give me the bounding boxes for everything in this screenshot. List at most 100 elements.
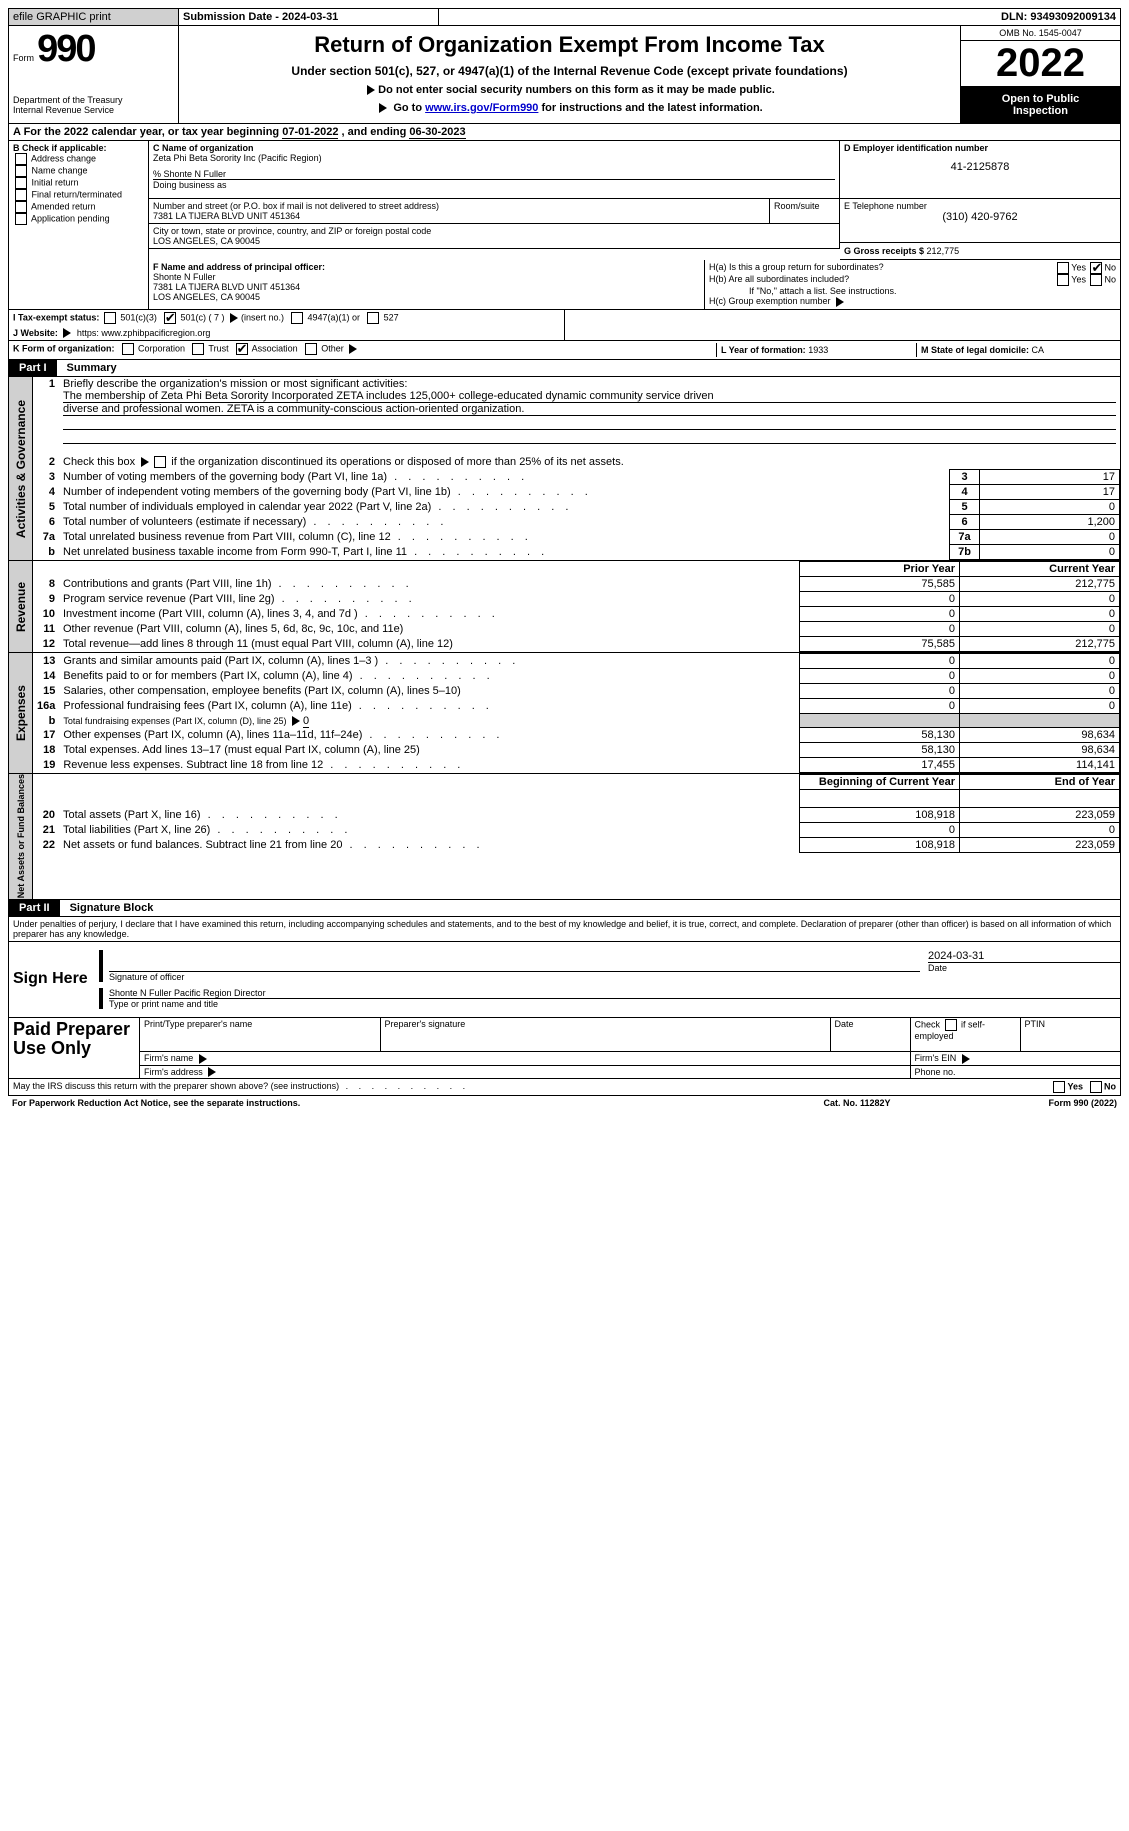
arrow-icon <box>63 328 71 338</box>
c19: 114,141 <box>960 758 1120 773</box>
cat-no: Cat. No. 11282Y <box>757 1098 957 1108</box>
arrow-icon <box>292 716 300 726</box>
box-g-label: G Gross receipts $ <box>844 246 927 256</box>
line18: Total expenses. Add lines 13–17 (must eq… <box>63 744 419 756</box>
website: https: www.zphibpacificregion.org <box>77 328 211 338</box>
chk-trust[interactable] <box>192 343 204 355</box>
hdr-boy: Beginning of Current Year <box>800 775 960 790</box>
chk-assoc[interactable] <box>236 343 248 355</box>
p9: 0 <box>800 592 960 607</box>
sidebar-expenses: Expenses <box>14 685 28 741</box>
c15: 0 <box>960 684 1120 699</box>
discuss: May the IRS discuss this return with the… <box>13 1081 339 1091</box>
part1-header: Part ISummary <box>8 360 1121 376</box>
line11: Other revenue (Part VIII, column (A), li… <box>63 623 403 635</box>
chk-corp[interactable] <box>122 343 134 355</box>
chk-application-pending[interactable] <box>15 213 27 225</box>
c13: 0 <box>960 654 1120 669</box>
chk-self-employed[interactable] <box>945 1019 957 1031</box>
irs-link[interactable]: www.irs.gov/Form990 <box>425 102 538 114</box>
chk-discuss-yes[interactable] <box>1053 1081 1065 1093</box>
line2-post: if the organization discontinued its ope… <box>168 456 624 468</box>
prep-c3: Date <box>830 1018 910 1052</box>
line7a: Total unrelated business revenue from Pa… <box>63 531 391 543</box>
chk-other[interactable] <box>305 343 317 355</box>
ha-yes: Yes <box>1071 262 1086 272</box>
dln-val: 93493092009134 <box>1030 11 1116 23</box>
sign-section: Sign Here Signature of officer 2024-03-3… <box>8 942 1121 1018</box>
preparer-label: Paid Preparer Use Only <box>9 1018 139 1079</box>
arrow-icon <box>962 1054 970 1064</box>
dept-line2: Internal Revenue Service <box>13 105 174 115</box>
chk-address-change[interactable] <box>15 153 27 165</box>
b22: 108,918 <box>800 838 960 853</box>
k-other: Other <box>321 344 344 354</box>
form-title: Return of Organization Exempt From Incom… <box>183 32 956 58</box>
hb-yes: Yes <box>1071 274 1086 284</box>
firm-addr-lbl: Firm's address <box>144 1067 205 1077</box>
chk-501c3[interactable] <box>104 312 116 324</box>
telephone: (310) 420-9762 <box>844 211 1116 223</box>
box-j-label: J Website: <box>13 328 60 338</box>
c9: 0 <box>960 592 1120 607</box>
pra-notice: For Paperwork Reduction Act Notice, see … <box>12 1098 757 1108</box>
tax-year: 2022 <box>961 41 1120 87</box>
box-l-label: L Year of formation: <box>721 345 808 355</box>
form-no: 990 <box>37 28 94 70</box>
dln-label: DLN: <box>1001 11 1030 23</box>
officer-name: Shonte N Fuller <box>153 272 700 282</box>
chk-527[interactable] <box>367 312 379 324</box>
chk-ha-no[interactable] <box>1090 262 1102 274</box>
dln: DLN: 93493092009134 <box>997 9 1120 25</box>
subdate-val: 2024-03-31 <box>282 11 338 23</box>
sig-label: Signature of officer <box>109 972 920 982</box>
period-mid: , and ending <box>338 126 409 138</box>
officer-group-row: F Name and address of principal officer:… <box>8 260 1121 310</box>
org-name: Zeta Phi Beta Sorority Inc (Pacific Regi… <box>153 153 835 163</box>
part1-body: Activities & Governance 1 Briefly descri… <box>8 376 1121 561</box>
e21: 0 <box>960 823 1120 838</box>
chk-amended-return[interactable] <box>15 201 27 213</box>
chk-discuss-no[interactable] <box>1090 1081 1102 1093</box>
val4: 17 <box>980 485 1120 500</box>
chk-final-return[interactable] <box>15 189 27 201</box>
arrow-icon <box>208 1067 216 1077</box>
ssn-warning: Do not enter social security numbers on … <box>378 84 775 96</box>
sidebar-revenue: Revenue <box>14 582 28 632</box>
line6: Total number of volunteers (estimate if … <box>63 516 306 528</box>
chk-initial-return[interactable] <box>15 177 27 189</box>
chk-ha-yes[interactable] <box>1057 262 1069 274</box>
form-subtitle: Under section 501(c), 527, or 4947(a)(1)… <box>183 64 956 78</box>
line16b-val: 0 <box>303 715 309 728</box>
netassets-section: Net Assets or Fund Balances Beginning of… <box>8 774 1121 899</box>
p14: 0 <box>800 669 960 684</box>
form-number: Form 990 <box>13 28 174 71</box>
chk-hb-no[interactable] <box>1090 274 1102 286</box>
klm-row: K Form of organization: Corporation Trus… <box>8 341 1121 360</box>
care-of: % Shonte N Fuller <box>153 169 835 180</box>
chk-name-change[interactable] <box>15 165 27 177</box>
val5: 0 <box>980 500 1120 515</box>
discuss-no: No <box>1104 1082 1116 1092</box>
firm-ein-lbl: Firm's EIN <box>915 1053 959 1063</box>
line14: Benefits paid to or for members (Part IX… <box>63 670 352 682</box>
part2-title: Signature Block <box>60 900 164 916</box>
goto-post: for instructions and the latest informat… <box>538 102 762 114</box>
dba-label: Doing business as <box>153 180 835 190</box>
gross-receipts: 212,775 <box>927 246 960 256</box>
chk-4947[interactable] <box>291 312 303 324</box>
line19: Revenue less expenses. Subtract line 18 … <box>63 759 323 771</box>
chk-501c[interactable] <box>164 312 176 324</box>
box-i: I Tax-exempt status: 501(c)(3) 501(c) ( … <box>13 312 560 324</box>
firm-name-lbl: Firm's name <box>144 1053 196 1063</box>
val7b: 0 <box>980 545 1120 560</box>
chk-discontinued[interactable] <box>154 456 166 468</box>
p18: 58,130 <box>800 743 960 758</box>
k-trust: Trust <box>208 344 228 354</box>
officer-typed: Shonte N Fuller Pacific Region Director <box>109 988 1120 999</box>
chk-hb-yes[interactable] <box>1057 274 1069 286</box>
c10: 0 <box>960 607 1120 622</box>
preparer-section: Paid Preparer Use Only Print/Type prepar… <box>8 1018 1121 1080</box>
line9: Program service revenue (Part VIII, line… <box>63 593 275 605</box>
val6: 1,200 <box>980 515 1120 530</box>
